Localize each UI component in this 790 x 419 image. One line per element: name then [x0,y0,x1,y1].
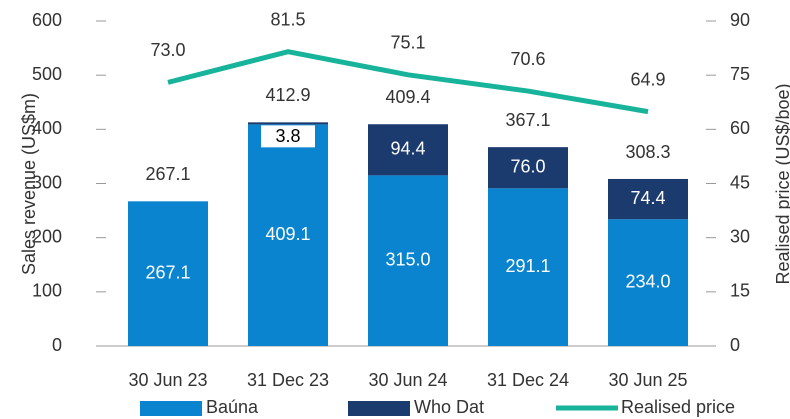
line-label: 75.1 [390,33,425,53]
legend-label: Who Dat [414,397,484,417]
segment-label: 409.1 [265,224,310,244]
y2-axis-label: Realised price (US$/boe) [773,83,790,284]
bar-segment [488,188,568,346]
line-label: 70.6 [510,49,545,69]
y2-tick-label: 30 [730,226,750,246]
legend-label: Baúna [206,397,259,417]
line-label: 73.0 [150,40,185,60]
bar-segment [488,147,568,189]
segment-label: 76.0 [510,156,545,176]
y2-tick-label: 15 [730,281,750,301]
legend-swatch [348,401,410,416]
x-tick-label: 30 Jun 24 [368,370,447,390]
y-tick-label: 500 [32,64,62,84]
x-tick-label: 31 Dec 23 [247,370,329,390]
price-line [167,49,649,115]
segment-label: 74.4 [630,188,665,208]
total-label: 308.3 [625,142,670,162]
y-tick-label: 600 [32,10,62,30]
segment-label: 234.0 [625,271,670,291]
total-label: 409.4 [385,87,430,107]
total-label: 267.1 [145,164,190,184]
y2-tick-label: 90 [730,10,750,30]
total-label: 367.1 [505,110,550,130]
y-tick-label: 400 [32,118,62,138]
bar-segment [608,219,688,346]
bar-segment [608,178,688,220]
segment-label: 315.0 [385,249,430,269]
x-tick-label: 31 Dec 24 [487,370,569,390]
y2-tick-label: 60 [730,118,750,138]
line-label: 64.9 [630,69,665,89]
x-tick-label: 30 Jun 23 [128,370,207,390]
y2-tick-label: 45 [730,172,750,192]
total-label: 412.9 [265,85,310,105]
y-axis-label: Sales revenue (US$m) [19,93,39,275]
segment-label: 94.4 [390,139,425,159]
y-tick-label: 0 [52,335,62,355]
x-tick-label: 30 Jun 25 [608,370,687,390]
label-box [261,125,315,148]
bar-segment [248,122,328,125]
y-tick-label: 100 [32,281,62,301]
y-tick-label: 300 [32,172,62,192]
bar-segment [128,201,208,346]
bar-segment [248,124,328,346]
segment-label: 291.1 [505,256,550,276]
legend-swatch [140,401,202,416]
y-tick-label: 200 [32,226,62,246]
legend-label: Realised price [621,397,735,417]
y2-tick-label: 0 [730,335,740,355]
y2-tick-label: 75 [730,64,750,84]
line-label: 81.5 [270,9,305,29]
bar-segment [368,175,448,346]
segment-label: 3.8 [275,126,300,146]
bar-segment [368,124,448,176]
segment-label: 267.1 [145,262,190,282]
